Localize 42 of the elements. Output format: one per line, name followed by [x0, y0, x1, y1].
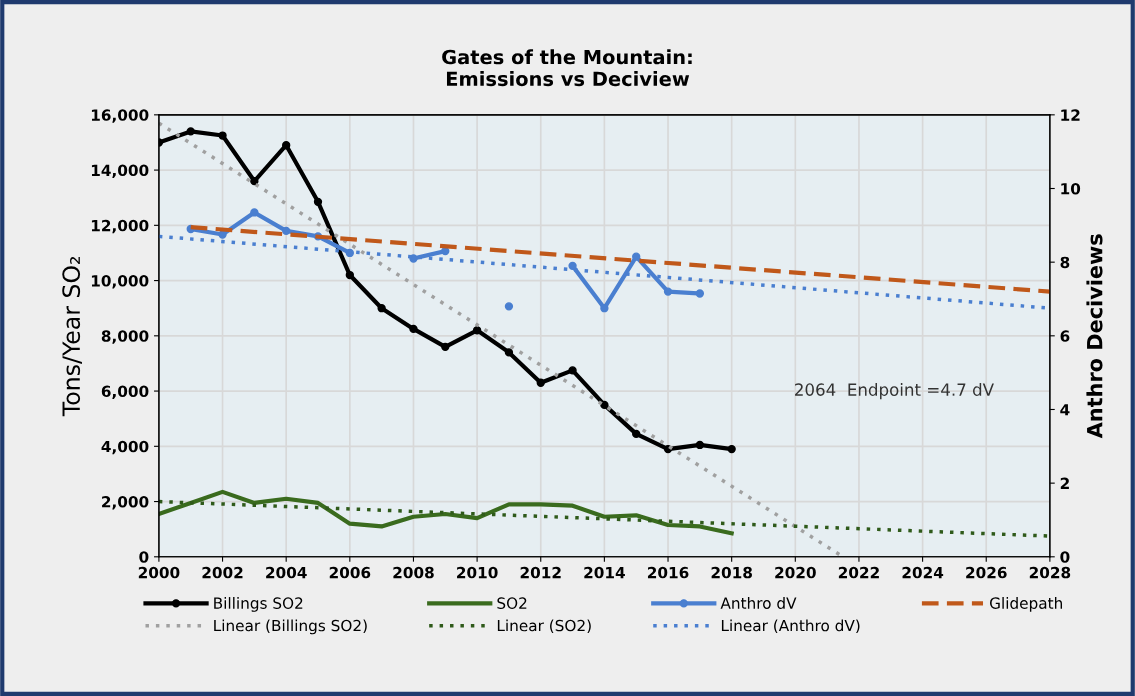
legend-label: Anthro dV — [720, 597, 797, 609]
y-tick-label: 10,000 — [91, 275, 149, 289]
x-tick-label: 2014 — [584, 566, 625, 579]
legend-label: SO2 — [497, 597, 527, 609]
y-tick-label: 4,000 — [101, 440, 149, 455]
y2-tick-label: 12 — [1061, 109, 1080, 121]
y-tick-label: 12,000 — [91, 219, 149, 234]
y2-tick-label: 2 — [1060, 477, 1069, 489]
y-axis-title: Tons/Year SO₂ — [62, 257, 82, 417]
y2-tick-label: 4 — [1060, 404, 1070, 416]
y2-tick-label: 0 — [1060, 551, 1070, 563]
x-tick-label: 2016 — [647, 566, 689, 579]
x-tick-label: 2022 — [838, 566, 879, 579]
x-tick-label: 2012 — [520, 566, 561, 579]
legend-label: Linear (SO2) — [497, 619, 591, 634]
y2-axis-title: Anthro Deciviews — [1086, 234, 1103, 439]
x-tick-label: 2000 — [138, 566, 180, 579]
x-tick-label: 2010 — [457, 566, 498, 579]
x-tick-label: 2008 — [393, 566, 434, 579]
y-tick-label: 16,000 — [91, 109, 149, 123]
legend-label: Glidepath — [989, 597, 1062, 612]
legend-label: Billings SO2 — [214, 597, 303, 612]
y2-tick-label: 8 — [1060, 256, 1070, 269]
y-tick-label: 2,000 — [102, 496, 149, 510]
y2-tick-label: 6 — [1060, 330, 1070, 342]
annotation: 2064 Endpoint =4.7 dV — [795, 383, 994, 400]
x-tick-label: 2024 — [902, 566, 944, 579]
y2-tick-label: 10 — [1061, 182, 1081, 195]
x-tick-label: 2026 — [966, 566, 1007, 579]
y-tick-label: 8,000 — [101, 330, 149, 344]
chart-title: Gates of the Mountain: Emissions vs Deciview — [442, 49, 692, 87]
legend-label: Linear (Anthro dV) — [721, 619, 860, 634]
x-tick-label: 2028 — [1029, 566, 1071, 579]
x-tick-label: 2004 — [266, 566, 307, 579]
x-tick-label: 2018 — [711, 566, 752, 579]
x-tick-label: 2006 — [329, 566, 371, 579]
legend-label: Linear (Billings SO2) — [214, 619, 367, 635]
x-tick-label: 2020 — [775, 566, 816, 579]
y-tick-label: 0 — [139, 551, 149, 563]
y-tick-label: 6,000 — [101, 385, 149, 400]
x-tick-label: 2002 — [202, 566, 243, 579]
y-tick-label: 14,000 — [91, 164, 149, 179]
